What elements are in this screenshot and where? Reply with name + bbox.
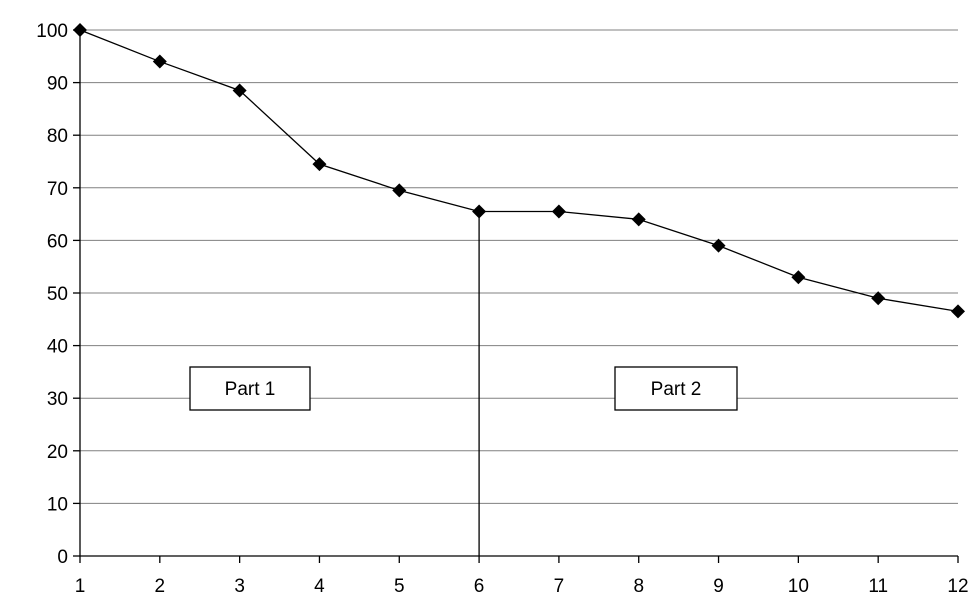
x-tick-label-7: 7 [554, 576, 565, 597]
x-axis-ticks: 1 2 3 4 5 6 7 8 9 10 11 12 [75, 556, 969, 597]
y-tick-label-30: 30 [47, 389, 68, 410]
data-point-11 [871, 291, 886, 306]
y-tick-label-0: 0 [57, 547, 68, 568]
data-point-7 [551, 204, 566, 219]
y-tick-label-20: 20 [47, 442, 68, 463]
part-2-label: Part 2 [651, 379, 702, 400]
part-2-box: Part 2 [614, 366, 738, 411]
part-1-box: Part 1 [189, 366, 311, 411]
data-point-8 [631, 212, 646, 227]
x-tick-label-11: 11 [868, 576, 888, 597]
y-tick-label-40: 40 [47, 337, 68, 358]
y-tick-label-90: 90 [47, 74, 68, 95]
x-tick-label-8: 8 [633, 576, 644, 597]
y-tick-label-70: 70 [47, 179, 68, 200]
data-point-2 [152, 54, 167, 69]
x-tick-label-4: 4 [314, 576, 325, 597]
data-markers [73, 23, 965, 319]
series-line [79, 29, 959, 313]
data-point-9 [711, 238, 726, 253]
y-tick-label-100: 100 [36, 21, 68, 42]
x-tick-label-12: 12 [947, 576, 968, 597]
data-point-1 [73, 23, 87, 37]
x-tick-label-5: 5 [394, 576, 405, 597]
y-tick-label-50: 50 [47, 284, 68, 305]
gridlines [80, 29, 958, 504]
data-point-6 [472, 204, 487, 219]
y-tick-label-10: 10 [47, 494, 68, 515]
y-axis-ticks: 0 10 20 30 40 50 60 70 80 90 100 [36, 21, 80, 568]
y-tick-label-80: 80 [47, 126, 68, 147]
data-point-4 [312, 157, 327, 172]
data-point-5 [392, 183, 407, 198]
data-point-12 [951, 304, 965, 319]
data-point-10 [791, 270, 806, 285]
data-point-3 [232, 83, 247, 98]
x-tick-label-2: 2 [155, 576, 166, 597]
x-tick-label-9: 9 [713, 576, 724, 597]
part-1-label: Part 1 [225, 379, 276, 400]
x-tick-label-10: 10 [788, 576, 809, 597]
x-tick-label-1: 1 [75, 576, 86, 597]
x-tick-label-6: 6 [474, 576, 485, 597]
x-tick-label-3: 3 [234, 576, 245, 597]
y-tick-label-60: 60 [47, 231, 68, 252]
